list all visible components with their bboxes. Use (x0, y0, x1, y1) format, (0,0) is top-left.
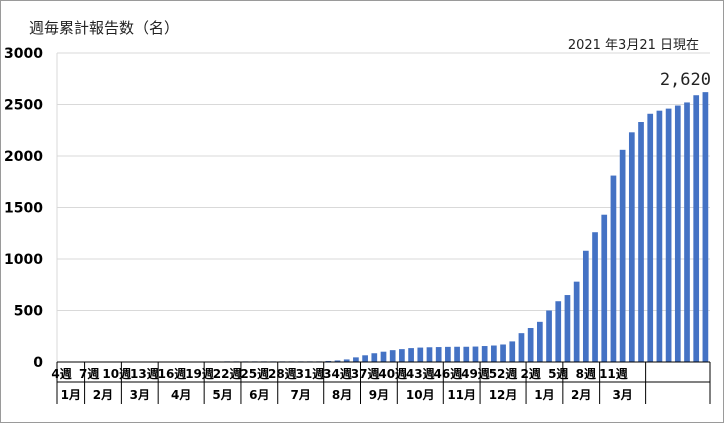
bar (509, 341, 516, 362)
month-label: 11月 (447, 388, 476, 402)
month-label: 6月 (249, 388, 269, 402)
bar (343, 359, 350, 362)
week-tick-label: 4週 (51, 366, 71, 381)
week-tick-label: 49週 (461, 366, 490, 381)
y-tick-label: 500 (14, 304, 43, 320)
bar (362, 355, 368, 362)
week-tick-label: 22週 (213, 366, 242, 381)
month-label: 9月 (369, 388, 389, 402)
bar (500, 344, 506, 362)
bar (454, 346, 460, 362)
bar (435, 347, 442, 362)
month-label: 8月 (332, 388, 352, 402)
bar (582, 250, 589, 362)
bar (592, 232, 598, 362)
grid-lines (56, 52, 710, 363)
week-tick-label: 37週 (351, 366, 380, 381)
bar (389, 350, 396, 362)
bars (215, 92, 709, 363)
week-tick-label: 11週 (599, 366, 628, 381)
month-label: 2月 (93, 388, 113, 402)
y-tick-label: 1500 (4, 201, 43, 217)
week-tick-label: 16週 (158, 366, 187, 381)
bar (564, 295, 571, 362)
y-tick-label: 2000 (4, 149, 43, 165)
bar (518, 333, 525, 362)
month-label: 4月 (171, 388, 191, 402)
bar (371, 353, 378, 362)
bar (491, 345, 497, 362)
month-label: 2月 (571, 388, 591, 402)
month-label: 5月 (212, 388, 232, 402)
week-tick-label: 52週 (489, 366, 518, 381)
bar (417, 347, 424, 362)
bar (702, 92, 709, 362)
bar (426, 347, 433, 362)
week-tick-label: 13週 (130, 366, 159, 381)
bar (325, 360, 332, 362)
bar (647, 113, 654, 363)
bar (334, 360, 341, 362)
week-tick-label: 43週 (406, 366, 435, 381)
bar (665, 108, 672, 363)
bar (445, 346, 451, 362)
bar (693, 95, 700, 362)
month-label: 10月 (406, 388, 435, 402)
bar (537, 321, 543, 362)
week-tick-label: 10週 (102, 366, 131, 381)
week-tick-label: 5週 (548, 366, 568, 381)
x-axis: 4週 7週 10週13週16週19週22週25週28週31週34週37週40週43週… (51, 361, 711, 404)
bar (628, 132, 635, 362)
bar (610, 175, 617, 362)
bar (638, 122, 644, 362)
month-label: 12月 (489, 388, 518, 402)
week-tick-label: 46週 (434, 366, 463, 381)
bar (399, 349, 405, 362)
week-tick-label: 28週 (268, 366, 297, 381)
week-tick-label: 8週 (576, 366, 596, 381)
month-label: 3月 (612, 388, 632, 402)
bar (573, 281, 580, 362)
bar (674, 105, 681, 362)
bar (546, 310, 552, 362)
month-label: 7月 (291, 388, 311, 402)
bar (601, 214, 608, 362)
total-data-label: 2,620 (660, 70, 711, 90)
y-tick-label: 0 (33, 355, 43, 371)
y-tick-label: 3000 (4, 46, 43, 62)
week-tick-label: 40週 (378, 366, 407, 381)
y-axis-ticks: 0 500 1000 1500 2000 2500 3000 (4, 46, 43, 371)
month-label: 1月 (534, 388, 554, 402)
as-of-date: 2021 年3月21 日現在 (568, 38, 699, 53)
month-label: 3月 (130, 388, 150, 402)
week-tick-label: 31週 (296, 366, 325, 381)
bar (619, 149, 626, 362)
week-tick-label: 19週 (185, 366, 214, 381)
bar (555, 301, 562, 362)
week-tick-label: 7週 (79, 366, 99, 381)
week-tick-label: 25週 (240, 366, 269, 381)
chart-title: 週毎累計報告数（名） (29, 19, 179, 37)
bar (408, 348, 414, 362)
y-tick-label: 2500 (4, 98, 43, 114)
bar (656, 110, 663, 363)
bar (353, 357, 359, 362)
week-tick-label: 34週 (323, 366, 352, 381)
bar (472, 346, 479, 362)
bar (481, 346, 488, 362)
bar (527, 328, 534, 362)
week-tick-label: 2週 (520, 366, 540, 381)
month-label: 1月 (61, 388, 81, 402)
bar (380, 351, 387, 362)
y-tick-label: 1000 (4, 252, 43, 268)
bar (684, 102, 690, 362)
bar (463, 346, 470, 362)
